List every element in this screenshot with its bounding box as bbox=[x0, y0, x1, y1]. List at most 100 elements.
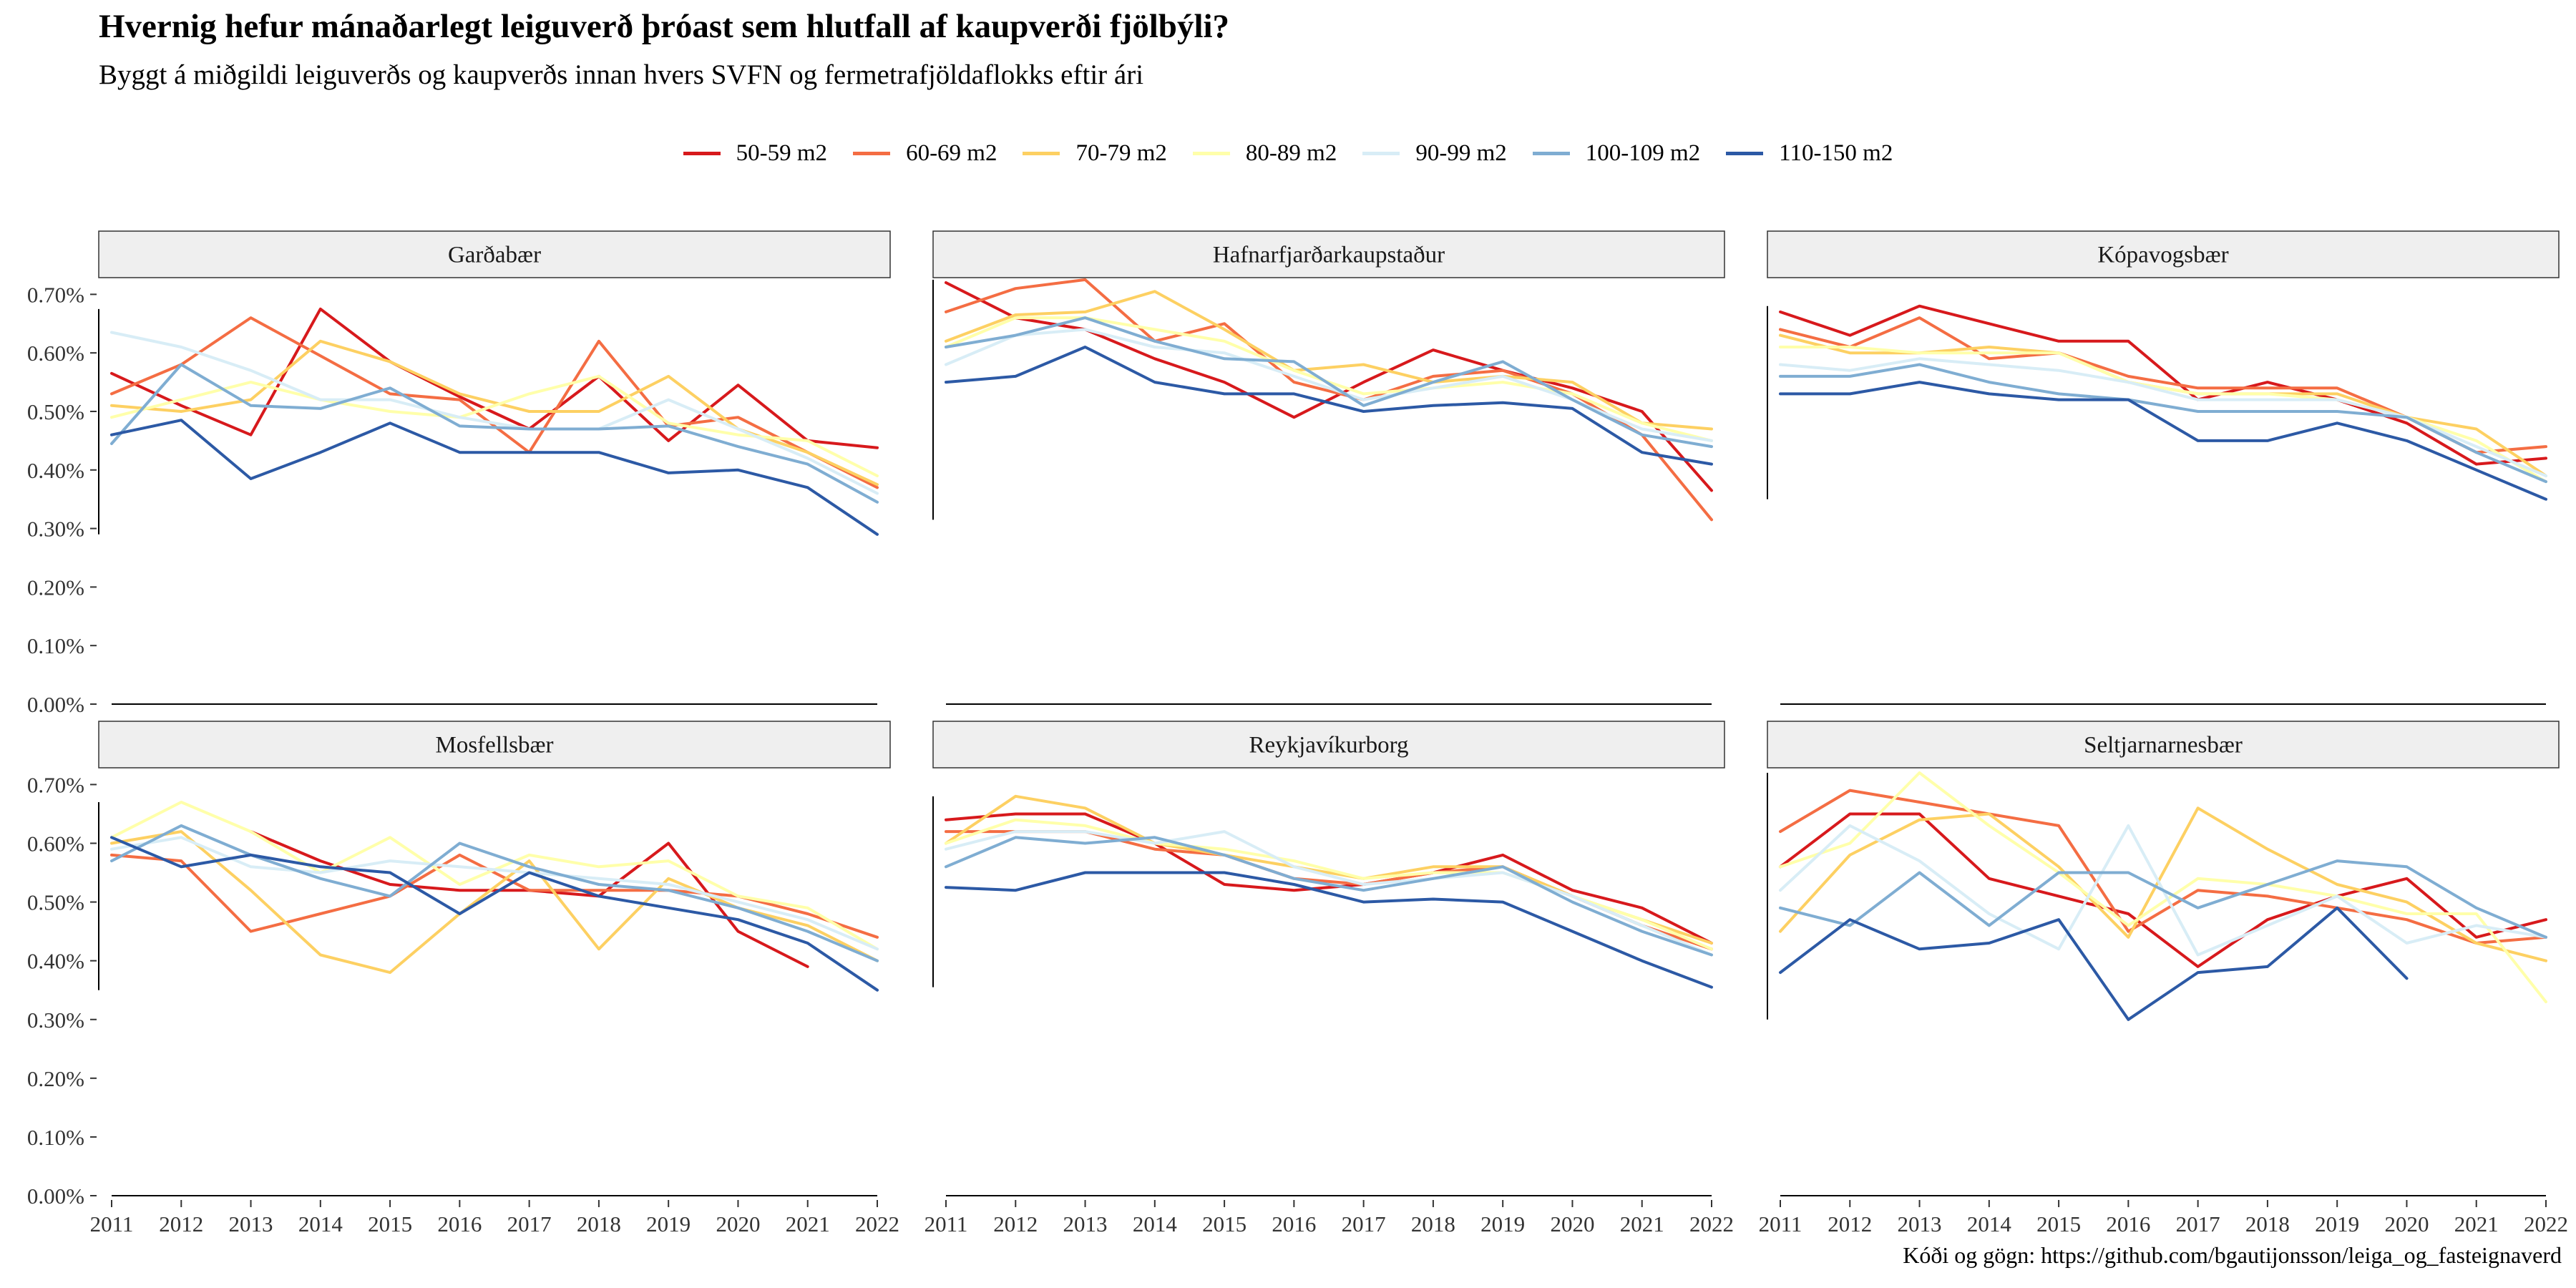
x-tick-label: 2016 bbox=[437, 1211, 482, 1236]
x-tick-label: 2018 bbox=[577, 1211, 621, 1236]
legend-item: 70-79 m2 bbox=[1023, 140, 1167, 167]
series-line bbox=[945, 830, 1713, 957]
x-tick-label: 2022 bbox=[1689, 1211, 1734, 1236]
series-line bbox=[945, 346, 1713, 466]
legend-label: 70-79 m2 bbox=[1075, 140, 1167, 166]
x-tick-label: 2018 bbox=[2245, 1211, 2290, 1236]
series-line bbox=[945, 830, 1713, 951]
legend-label: 50-59 m2 bbox=[736, 140, 828, 166]
facet-strip bbox=[932, 721, 1725, 769]
y-tick-label: 0.60% bbox=[27, 341, 84, 366]
series-line bbox=[110, 824, 879, 962]
legend-swatch bbox=[1726, 152, 1764, 155]
x-tick-label: 2012 bbox=[159, 1211, 203, 1236]
x-tick-label: 2013 bbox=[1063, 1211, 1108, 1236]
y-tick-label: 0.50% bbox=[27, 890, 84, 915]
x-tick-label: 2014 bbox=[1133, 1211, 1178, 1236]
series-line bbox=[1779, 363, 2547, 484]
facet-label: Seltjarnarnesbær bbox=[2084, 733, 2243, 758]
series-line bbox=[1779, 771, 2547, 1004]
series-line bbox=[110, 836, 879, 951]
legend: 50-59 m2 60-69 m2 70-79 m2 80-89 m2 90-99 m2… bbox=[0, 140, 2576, 167]
x-tick-label: 2015 bbox=[368, 1211, 412, 1236]
series-line bbox=[110, 307, 879, 449]
legend-swatch bbox=[683, 152, 721, 155]
legend-swatch bbox=[1532, 152, 1570, 155]
x-tick-label: 2019 bbox=[646, 1211, 691, 1236]
x-tick-label: 2015 bbox=[1202, 1211, 1246, 1236]
x-tick-label: 2014 bbox=[298, 1211, 343, 1236]
y-tick-label: 0.50% bbox=[27, 399, 84, 424]
x-tick-label: 2016 bbox=[1272, 1211, 1316, 1236]
series-line bbox=[945, 812, 1713, 945]
y-tick-label: 0.40% bbox=[27, 949, 84, 974]
y-tick-label: 0.20% bbox=[27, 1066, 84, 1091]
x-tick-label: 2015 bbox=[2036, 1211, 2081, 1236]
facet-label: Reykjavíkurborg bbox=[1249, 733, 1408, 758]
series-line bbox=[1779, 812, 2547, 968]
facet-label: Kópavogsbær bbox=[2097, 243, 2228, 268]
x-tick-label: 2020 bbox=[716, 1211, 760, 1236]
x-tick-label: 2020 bbox=[1550, 1211, 1594, 1236]
y-tick-label: 0.70% bbox=[27, 282, 84, 307]
x-tick-label: 2012 bbox=[1828, 1211, 1872, 1236]
x-tick-label: 2013 bbox=[1898, 1211, 1942, 1236]
facet-strip bbox=[1767, 721, 2560, 769]
legend-item: 80-89 m2 bbox=[1192, 140, 1337, 167]
legend-item: 110-150 m2 bbox=[1726, 140, 1893, 167]
legend-label: 90-99 m2 bbox=[1415, 140, 1507, 166]
legend-item: 60-69 m2 bbox=[853, 140, 997, 167]
chart-subtitle: Byggt á miðgildi leiguverðs og kaupverðs… bbox=[99, 59, 1144, 90]
facet-strip bbox=[1767, 230, 2560, 278]
y-tick-label: 0.10% bbox=[27, 1125, 84, 1150]
legend-swatch bbox=[1023, 152, 1060, 155]
legend-label: 60-69 m2 bbox=[906, 140, 997, 166]
legend-item: 100-109 m2 bbox=[1532, 140, 1701, 167]
x-tick-label: 2019 bbox=[2315, 1211, 2359, 1236]
x-tick-label: 2021 bbox=[786, 1211, 830, 1236]
series-line bbox=[945, 836, 1713, 957]
series-line bbox=[945, 278, 1713, 522]
legend-item: 90-99 m2 bbox=[1362, 140, 1507, 167]
x-tick-label: 2021 bbox=[1620, 1211, 1664, 1236]
y-tick-label: 0.70% bbox=[27, 772, 84, 797]
x-tick-label: 2019 bbox=[1480, 1211, 1525, 1236]
series-line bbox=[110, 331, 879, 495]
series-line bbox=[110, 363, 879, 504]
series-line bbox=[1779, 906, 2409, 1021]
x-tick-label: 2017 bbox=[2176, 1211, 2220, 1236]
facet-label: Garðabær bbox=[448, 243, 541, 268]
legend-label: 110-150 m2 bbox=[1779, 140, 1893, 166]
x-tick-label: 2022 bbox=[2524, 1211, 2568, 1236]
x-tick-label: 2016 bbox=[2106, 1211, 2150, 1236]
series-line bbox=[1779, 381, 2547, 501]
x-tick-label: 2011 bbox=[90, 1211, 134, 1236]
chart-title: Hvernig hefur mánaðarlegt leiguverð þróa… bbox=[99, 8, 1230, 45]
series-line bbox=[945, 290, 1713, 431]
y-tick-label: 0.30% bbox=[27, 1008, 84, 1033]
y-tick-label: 0.60% bbox=[27, 831, 84, 857]
series-line bbox=[1779, 789, 2547, 945]
y-tick-label: 0.00% bbox=[27, 1184, 84, 1209]
legend-swatch bbox=[1192, 152, 1230, 155]
series-line bbox=[110, 836, 879, 992]
series-line bbox=[1779, 859, 2547, 939]
series-line bbox=[945, 316, 1713, 449]
y-tick-label: 0.10% bbox=[27, 633, 84, 658]
x-tick-label: 2017 bbox=[507, 1211, 552, 1236]
x-tick-label: 2021 bbox=[2454, 1211, 2499, 1236]
facet-strip bbox=[98, 230, 891, 278]
series-line bbox=[1779, 357, 2547, 477]
x-tick-label: 2012 bbox=[993, 1211, 1038, 1236]
series-line bbox=[945, 281, 1713, 492]
legend-label: 100-109 m2 bbox=[1585, 140, 1701, 166]
y-tick-label: 0.40% bbox=[27, 458, 84, 483]
x-tick-label: 2022 bbox=[855, 1211, 899, 1236]
x-tick-label: 2018 bbox=[1411, 1211, 1455, 1236]
series-line bbox=[1779, 304, 2547, 466]
x-tick-label: 2020 bbox=[2384, 1211, 2429, 1236]
facet-label: Hafnarfjarðarkaupstaður bbox=[1213, 243, 1445, 268]
series-line bbox=[945, 871, 1713, 989]
series-line bbox=[110, 853, 879, 939]
